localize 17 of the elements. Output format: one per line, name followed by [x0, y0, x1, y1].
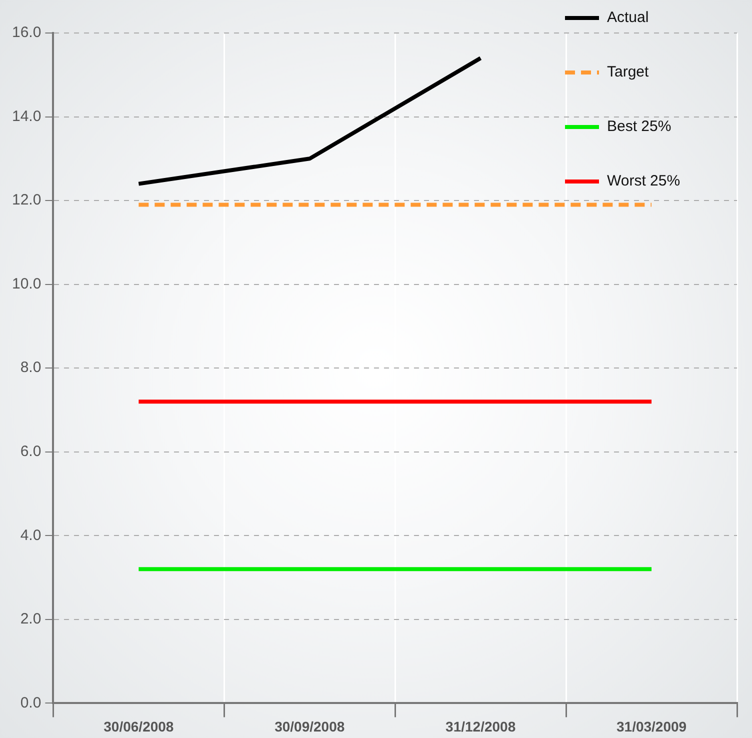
y-tick-label: 4.0 — [20, 526, 42, 544]
y-tick-label: 0.0 — [20, 694, 42, 712]
legend-label: Best 25% — [607, 118, 672, 136]
y-tick-label: 2.0 — [20, 610, 42, 628]
y-tick-label: 8.0 — [20, 359, 42, 376]
y-tick-label: 16.0 — [12, 24, 42, 42]
legend-label: Actual — [607, 9, 649, 26]
y-tick-label: 12.0 — [12, 192, 42, 209]
x-tick-label: 30/06/2008 — [104, 718, 174, 734]
y-tick-label: 10.0 — [12, 275, 42, 292]
legend-label: Target — [607, 64, 650, 81]
x-tick-label: 31/12/2008 — [446, 718, 516, 734]
legend-label: Worst 25% — [607, 172, 680, 190]
y-tick-label: 14.0 — [12, 108, 42, 125]
y-tick-label: 6.0 — [20, 443, 42, 460]
x-tick-label: 30/09/2008 — [274, 718, 345, 734]
x-tick-label: 31/03/2009 — [616, 718, 687, 734]
